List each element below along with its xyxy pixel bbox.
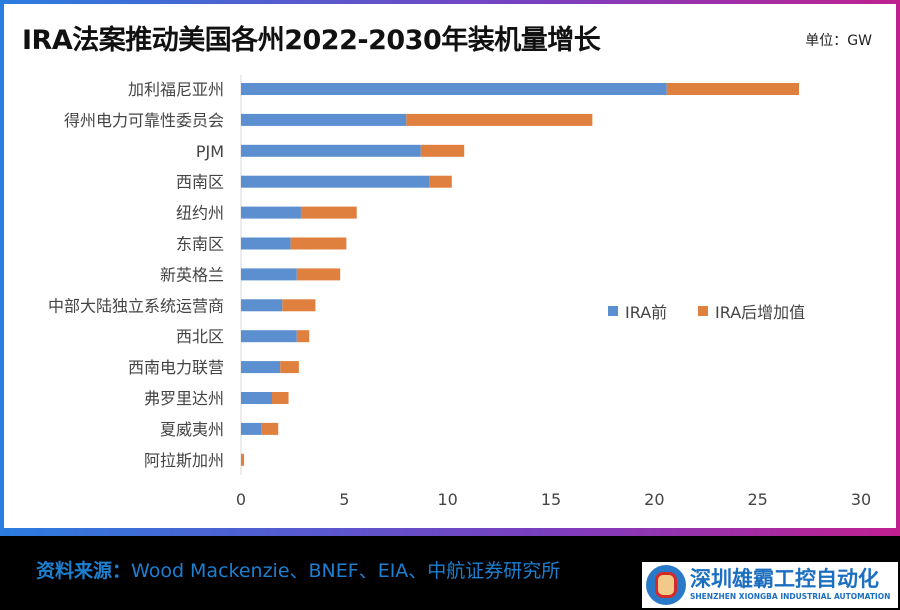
bar-ira-increase xyxy=(241,453,245,466)
bar-ira-increase xyxy=(666,83,799,95)
x-tick-label: 20 xyxy=(644,490,664,509)
bar-ira-before xyxy=(241,268,297,281)
source-text: Wood Mackenzie、BNEF、EIA、中航证券研究所 xyxy=(131,560,561,582)
bar-ira-before xyxy=(241,144,421,157)
bar-ira-increase xyxy=(296,330,310,343)
bar-ira-increase xyxy=(280,361,299,374)
legend-label: IRA后增加值 xyxy=(715,303,805,322)
bar-ira-before xyxy=(241,83,667,95)
x-tick-label: 0 xyxy=(236,490,246,509)
bar-ira-before xyxy=(241,361,281,374)
category-label: 西南电力联营 xyxy=(128,358,224,377)
mascot-icon xyxy=(646,565,686,605)
legend-label: IRA前 xyxy=(625,303,667,322)
category-label: 得州电力可靠性委员会 xyxy=(64,111,224,130)
logo: 深圳雄霸工控自动化 SHENZHEN XIONGBA INDUSTRIAL AUT… xyxy=(642,562,898,608)
bar-ira-increase xyxy=(406,113,593,126)
category-label: PJM xyxy=(196,142,224,161)
logo-en: SHENZHEN XIONGBA INDUSTRIAL AUTOMATION xyxy=(690,592,891,601)
category-label: 西南区 xyxy=(176,173,224,192)
x-tick-label: 25 xyxy=(747,490,767,509)
unit-label: 单位：GW xyxy=(805,33,872,49)
chart-title: IRA法案推动美国各州2022-2030年装机量增长 xyxy=(22,25,601,56)
category-label: 阿拉斯加州 xyxy=(144,451,224,470)
x-tick-label: 10 xyxy=(437,490,457,509)
bar-ira-before xyxy=(241,175,430,188)
bar-ira-increase xyxy=(420,144,465,157)
category-label: 西北区 xyxy=(176,327,224,346)
bar-ira-increase xyxy=(290,237,347,250)
bar-ira-increase xyxy=(261,422,279,435)
x-tick-label: 5 xyxy=(339,490,349,509)
bar-ira-increase xyxy=(300,206,357,219)
category-label: 加利福尼亚州 xyxy=(128,80,224,99)
category-label: 夏威夷州 xyxy=(160,420,224,439)
bar-ira-before xyxy=(241,113,407,126)
bar-ira-increase xyxy=(272,392,289,404)
x-tick-label: 30 xyxy=(851,490,871,509)
category-label: 中部大陆独立系统运营商 xyxy=(48,296,224,315)
divider xyxy=(0,532,900,536)
bar-ira-increase xyxy=(296,268,341,281)
bar-ira-before xyxy=(241,330,297,343)
legend-swatch xyxy=(698,306,708,316)
category-label: 东南区 xyxy=(176,235,224,254)
bar-ira-before xyxy=(241,422,262,435)
bar-ira-before xyxy=(241,206,301,219)
source-note: 资料来源：Wood Mackenzie、BNEF、EIA、中航证券研究所 xyxy=(36,556,560,583)
source-label: 资料来源： xyxy=(36,560,132,582)
bar-ira-increase xyxy=(429,175,452,188)
legend-swatch xyxy=(608,306,618,316)
bar-ira-before xyxy=(241,299,283,312)
x-tick-label: 15 xyxy=(541,490,561,509)
category-label: 新英格兰 xyxy=(160,265,224,284)
bar-ira-before xyxy=(241,392,272,404)
category-label: 纽约州 xyxy=(176,204,224,223)
category-label: 弗罗里达州 xyxy=(144,389,224,408)
bar-ira-before xyxy=(241,237,291,250)
logo-cn: 深圳雄霸工控自动化 xyxy=(690,567,879,591)
bar-ira-increase xyxy=(282,299,316,312)
